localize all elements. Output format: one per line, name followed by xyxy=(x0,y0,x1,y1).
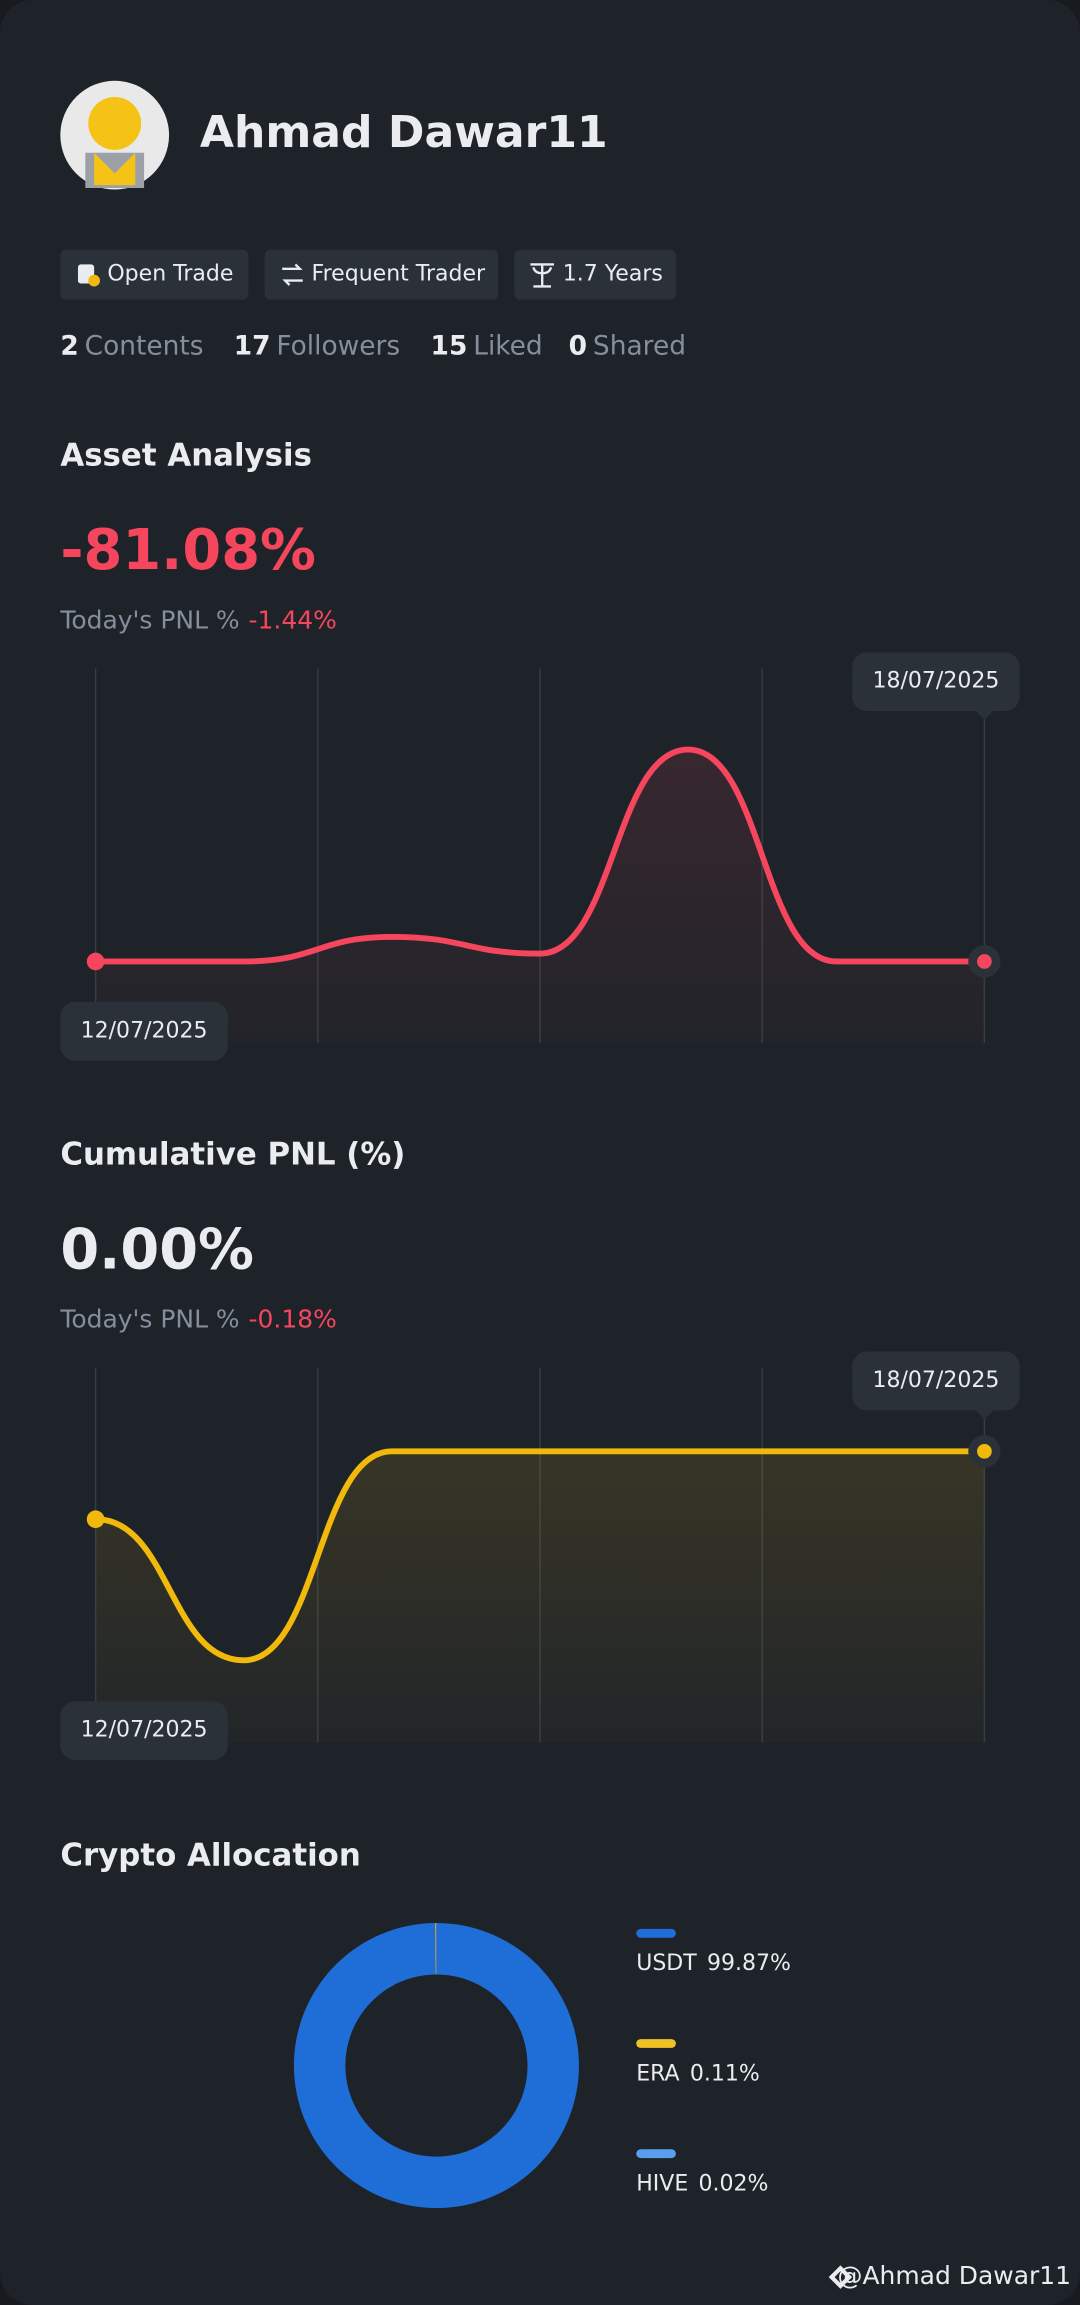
tag-text[interactable]: 1.7 Years xyxy=(563,262,663,287)
stat: 15 Liked xyxy=(431,330,543,361)
legend-value: 99.87% xyxy=(707,1951,791,1976)
legend-entry: HIVE 0.02% xyxy=(636,2172,768,2197)
point xyxy=(977,954,992,969)
date-box xyxy=(60,1001,228,1061)
date-label: 18/07/2025 xyxy=(872,669,999,694)
stat-value: 2 xyxy=(60,330,78,361)
avatar xyxy=(60,80,170,190)
tag-icon xyxy=(530,263,554,288)
subtitle-value: -0.18% xyxy=(249,1305,337,1334)
stat-value: 15 xyxy=(431,330,468,361)
stat-label: Shared xyxy=(593,330,686,361)
stat: 17 Followers xyxy=(234,330,401,361)
tag-text[interactable]: Open Trade xyxy=(107,262,233,287)
tag-box xyxy=(60,249,249,300)
date-box xyxy=(60,1701,228,1760)
stat-label: Contents xyxy=(85,330,204,361)
stat: 0 Shared xyxy=(569,330,686,361)
line xyxy=(95,1448,985,1664)
line xyxy=(95,746,985,965)
section-title: Cumulative PNL (%) xyxy=(60,1137,405,1173)
legend-name: ERA xyxy=(636,2061,679,2086)
point xyxy=(86,952,105,971)
legend-entry: USDT 99.87% xyxy=(636,1951,791,1976)
legend-value: 0.02% xyxy=(699,2172,769,2197)
date-pointer xyxy=(975,711,994,720)
headline: 0.00% xyxy=(60,1217,254,1282)
line-area xyxy=(95,1451,985,1743)
legend-name: USDT xyxy=(636,1951,697,1976)
charts: Asset Analysis -81.08% Today's PNL % -1.44%… xyxy=(59,437,1020,2209)
tag-box xyxy=(264,249,499,300)
tag-icon xyxy=(282,263,303,286)
legend-swatch xyxy=(636,2039,676,2048)
tag-box xyxy=(514,249,676,300)
user-name: Ahmad Dawar11 xyxy=(200,107,608,158)
stat-label: Followers xyxy=(276,330,400,361)
section-title: Asset Analysis xyxy=(60,437,312,473)
point xyxy=(86,1510,105,1529)
point xyxy=(977,1443,992,1459)
legend-entry: ERA 0.11% xyxy=(636,2061,760,2086)
headline: -81.08% xyxy=(60,518,316,583)
date-label: 12/07/2025 xyxy=(81,1718,208,1743)
subtitle-label: Today's PNL % xyxy=(59,1305,239,1334)
subtitle: Today's PNL % -0.18% xyxy=(59,1305,337,1334)
date-label: 12/07/2025 xyxy=(81,1018,208,1043)
tag-text[interactable]: Frequent Trader xyxy=(312,262,487,287)
subtitle-value: -1.44% xyxy=(249,605,337,634)
date-pointer xyxy=(975,1410,994,1420)
subtitle-label: Today's PNL % xyxy=(59,605,239,634)
tag-icon xyxy=(88,274,101,287)
section-title: Crypto Allocation xyxy=(60,1837,360,1873)
date-box xyxy=(852,1351,1020,1411)
tags: Open Trade Frequent Trader 1.7 Years xyxy=(60,249,676,300)
date-box xyxy=(852,652,1020,712)
watermark: @Ahmad Dawar11 xyxy=(837,2261,1071,2290)
subtitle: Today's PNL % -1.44% xyxy=(59,605,337,634)
line-area xyxy=(95,749,985,1044)
stats: 2 Contents 17 Followers 15 Liked 0 Shared xyxy=(60,330,686,361)
stat-label: Liked xyxy=(473,330,543,361)
legend-value: 0.11% xyxy=(690,2061,760,2086)
stat-value: 17 xyxy=(234,330,271,361)
donut-slice xyxy=(435,1923,437,1975)
stat-value: 0 xyxy=(569,330,587,361)
donut-slice xyxy=(293,1923,579,2209)
stat: 2 Contents xyxy=(60,330,203,361)
legend-swatch xyxy=(636,1928,676,1938)
legend-name: HIVE xyxy=(636,2172,688,2197)
date-label: 18/07/2025 xyxy=(872,1368,999,1393)
legend-swatch xyxy=(636,2149,676,2159)
